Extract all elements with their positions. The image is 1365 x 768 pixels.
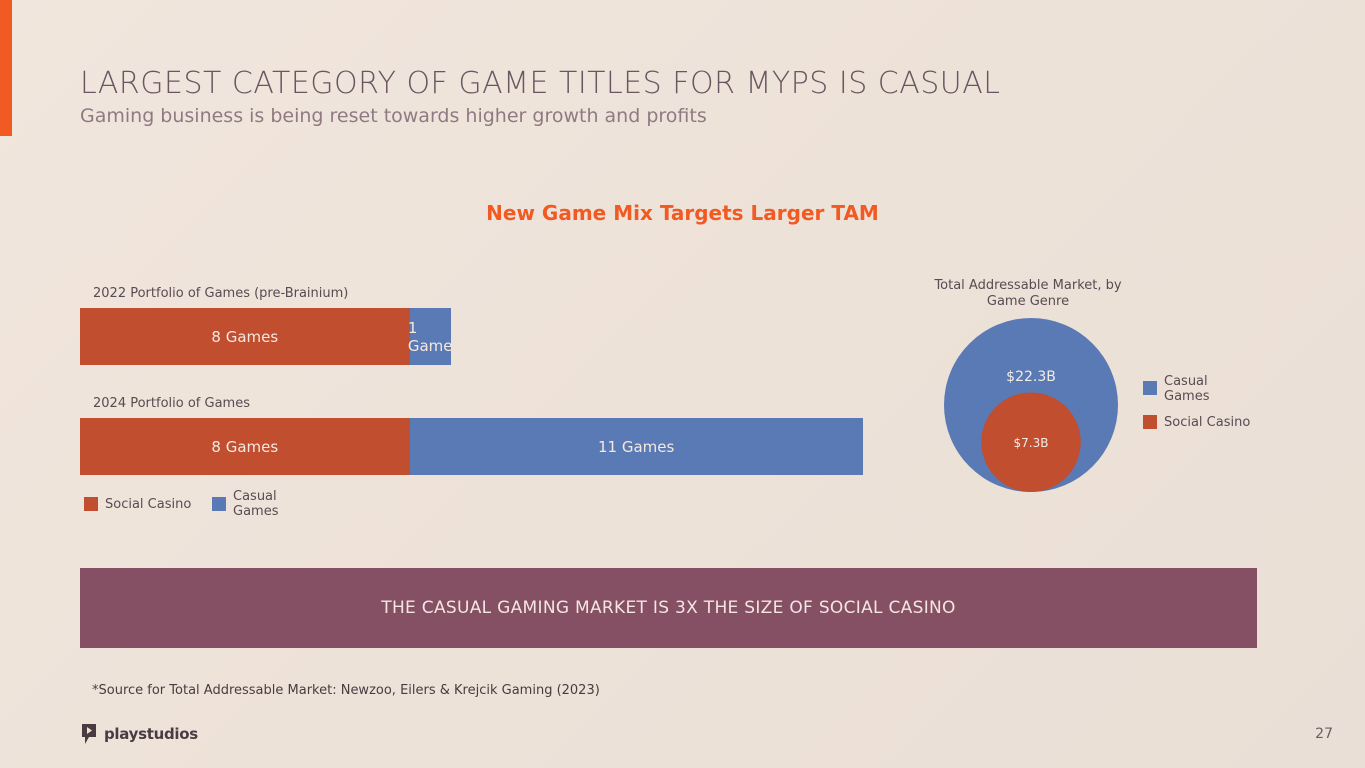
legend-swatch-casual-games — [212, 497, 226, 511]
playstudios-logo-icon — [82, 724, 96, 744]
page-subtitle: Gaming business is being reset towards h… — [80, 105, 707, 127]
key-takeaway-banner: THE CASUAL GAMING MARKET IS 3X THE SIZE … — [80, 568, 1257, 648]
bubble-casual-games — [944, 318, 1118, 492]
tam-legend-swatch-casual-games — [1143, 381, 1157, 395]
bar-value-label: 1 Game — [407, 318, 453, 355]
page-number: 27 — [1315, 726, 1333, 742]
playstudios-logo: playstudios — [80, 722, 198, 746]
bar-value-label: 8 Games — [211, 437, 279, 456]
bar-2022-casual-games: 1 Game — [407, 308, 453, 365]
tam-legend-label-social-casino: Social Casino — [1164, 415, 1251, 430]
tam-legend-label-casual-games: Casual Games — [1164, 374, 1210, 404]
source-note: *Source for Total Addressable Market: Ne… — [92, 683, 600, 698]
page-title: LARGEST CATEGORY OF GAME TITLES FOR MYPS… — [80, 66, 1001, 101]
tam-chart-title: Total Addressable Market, by Game Genre — [934, 278, 1122, 309]
bar-2024-social-casino: 8 Games — [80, 418, 410, 475]
section-heading: New Game Mix Targets Larger TAM — [486, 201, 879, 225]
bar-label-2022: 2022 Portfolio of Games (pre-Brainium) — [93, 286, 349, 301]
bubble-label-casual-games: $22.3B — [1006, 369, 1056, 385]
tam-legend-swatch-social-casino — [1143, 415, 1157, 429]
bubble-label-social-casino: $7.3B — [1014, 436, 1049, 450]
bubble-social-casino — [981, 392, 1081, 492]
bar-value-label: 8 Games — [211, 327, 279, 346]
legend-label-social-casino: Social Casino — [105, 497, 192, 512]
legend-swatch-social-casino — [84, 497, 98, 511]
bar-label-2024: 2024 Portfolio of Games — [93, 396, 250, 411]
bar-2024-casual-games: 11 Games — [409, 418, 863, 475]
bar-value-label: 11 Games — [598, 437, 675, 456]
bar-2022-social-casino: 8 Games — [80, 308, 410, 365]
accent-bar — [0, 0, 12, 136]
legend-label-casual-games: Casual Games — [233, 489, 279, 519]
banner-text: THE CASUAL GAMING MARKET IS 3X THE SIZE … — [381, 598, 956, 618]
logo-text: playstudios — [104, 725, 198, 743]
